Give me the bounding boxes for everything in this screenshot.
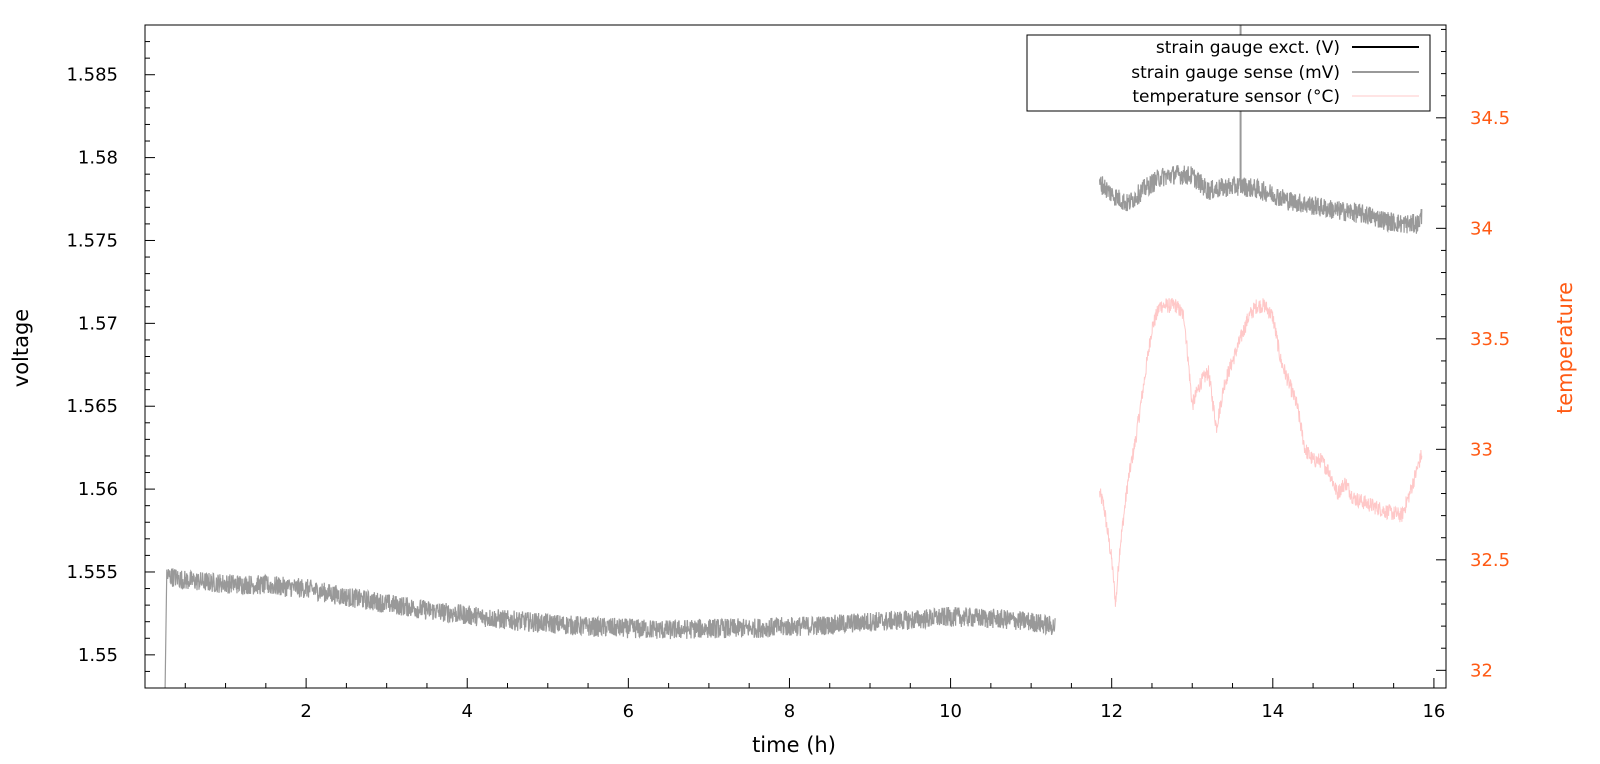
series-sense-line	[164, 568, 1056, 689]
x-tick-label: 4	[462, 701, 473, 722]
y-tick-label: 1.55	[78, 645, 118, 666]
y-axis-label: voltage	[9, 309, 33, 387]
plot-traces	[164, 25, 1423, 689]
x-tick-label: 14	[1261, 701, 1284, 722]
plot-frame-border	[144, 24, 1447, 689]
legend: strain gauge exct. (V) strain gauge sens…	[1026, 34, 1431, 112]
x-tick-label: 10	[939, 701, 962, 722]
y-tick-label: 1.585	[66, 65, 118, 86]
x-axis: 2 4 6 8 10 12 14 16	[184, 678, 1445, 722]
x-axis-label: time (h)	[752, 733, 836, 757]
y2-tick-label: 34.5	[1470, 108, 1510, 129]
y2-tick-label: 32.5	[1470, 550, 1510, 571]
legend-label-excitation: strain gauge exct. (V)	[1156, 38, 1340, 58]
y2-tick-label: 33.5	[1470, 329, 1510, 350]
y-tick-label: 1.575	[66, 230, 118, 251]
y2-axis-label: temperature	[1553, 282, 1577, 414]
y2-tick-label: 34	[1470, 218, 1493, 239]
series-temperature-line	[1099, 298, 1423, 607]
series-sense-line	[1099, 165, 1423, 234]
y-tick-label: 1.56	[78, 479, 118, 500]
x-tick-label: 2	[300, 701, 311, 722]
legend-label-sense: strain gauge sense (mV)	[1131, 63, 1340, 83]
legend-label-temperature: temperature sensor (°C)	[1132, 87, 1340, 107]
x-tick-label: 16	[1422, 701, 1445, 722]
plot-frame	[144, 24, 1447, 689]
x-tick-label: 8	[784, 701, 795, 722]
y-axis-right: 32 32.5 33 33.5 34 34.5	[1436, 28, 1510, 681]
y2-tick-label: 33	[1470, 439, 1493, 460]
y-tick-label: 1.555	[66, 562, 118, 583]
x-tick-label: 6	[623, 701, 634, 722]
y-tick-label: 1.58	[78, 148, 118, 169]
x-tick-label: 12	[1100, 701, 1123, 722]
y2-tick-label: 32	[1470, 660, 1493, 681]
y-axis-left: 1.55 1.555 1.56 1.565 1.57 1.575 1.58 1.585	[66, 24, 155, 689]
y-tick-label: 1.57	[78, 313, 118, 334]
y-tick-label: 1.565	[66, 396, 118, 417]
